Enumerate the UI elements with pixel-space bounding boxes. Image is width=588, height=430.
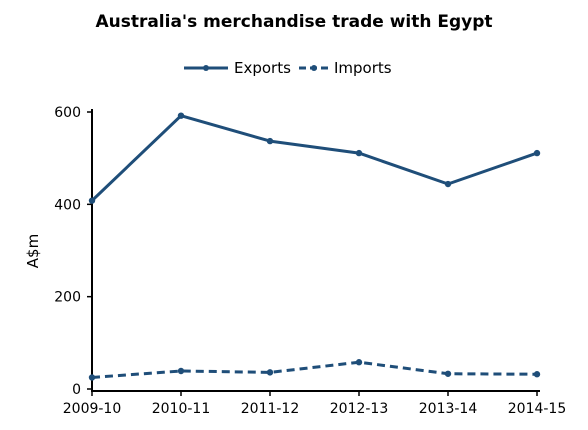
imports-point bbox=[266, 369, 274, 376]
y-tick-label: 200 bbox=[54, 290, 81, 306]
exports-point bbox=[88, 197, 96, 204]
imports-point bbox=[533, 371, 541, 378]
x-tick-label: 2012-13 bbox=[330, 401, 389, 417]
y-tick-label: 0 bbox=[72, 382, 81, 398]
exports-point bbox=[355, 149, 363, 157]
exports-series-line bbox=[90, 114, 538, 202]
imports-point bbox=[88, 374, 96, 381]
y-tick-label: 600 bbox=[54, 105, 81, 121]
y-axis-label: A$m bbox=[24, 234, 42, 268]
y-tick-label: 400 bbox=[54, 197, 81, 213]
x-tick-label: 2009-10 bbox=[63, 401, 122, 417]
exports-point bbox=[533, 149, 541, 157]
imports-point bbox=[444, 370, 452, 377]
chart-title: Australia's merchandise trade with Egypt bbox=[95, 12, 492, 32]
legend-exports-marker bbox=[203, 65, 209, 71]
x-tick-label: 2010-11 bbox=[152, 401, 211, 417]
legend-imports-marker bbox=[311, 65, 317, 71]
x-tick-label: 2014-15 bbox=[508, 401, 567, 417]
legend-exports-label: Exports bbox=[234, 59, 291, 77]
exports-point bbox=[177, 112, 185, 119]
x-tick-label: 2011-12 bbox=[241, 401, 300, 417]
exports-point bbox=[444, 180, 452, 188]
series-lines bbox=[88, 112, 541, 381]
legend-imports-label: Imports bbox=[334, 59, 392, 77]
axes bbox=[91, 109, 540, 392]
x-tick-label: 2013-14 bbox=[419, 401, 478, 417]
x-ticks: 2009-10 2010-11 2011-12 2012-13 2013-14 2014-… bbox=[63, 391, 567, 417]
exports-point bbox=[266, 137, 274, 145]
y-ticks: 0 200 400 600 bbox=[54, 105, 92, 398]
imports-series-line bbox=[91, 360, 538, 379]
legend: Exports Imports bbox=[184, 59, 392, 77]
imports-point bbox=[355, 359, 363, 366]
imports-point bbox=[177, 367, 185, 375]
